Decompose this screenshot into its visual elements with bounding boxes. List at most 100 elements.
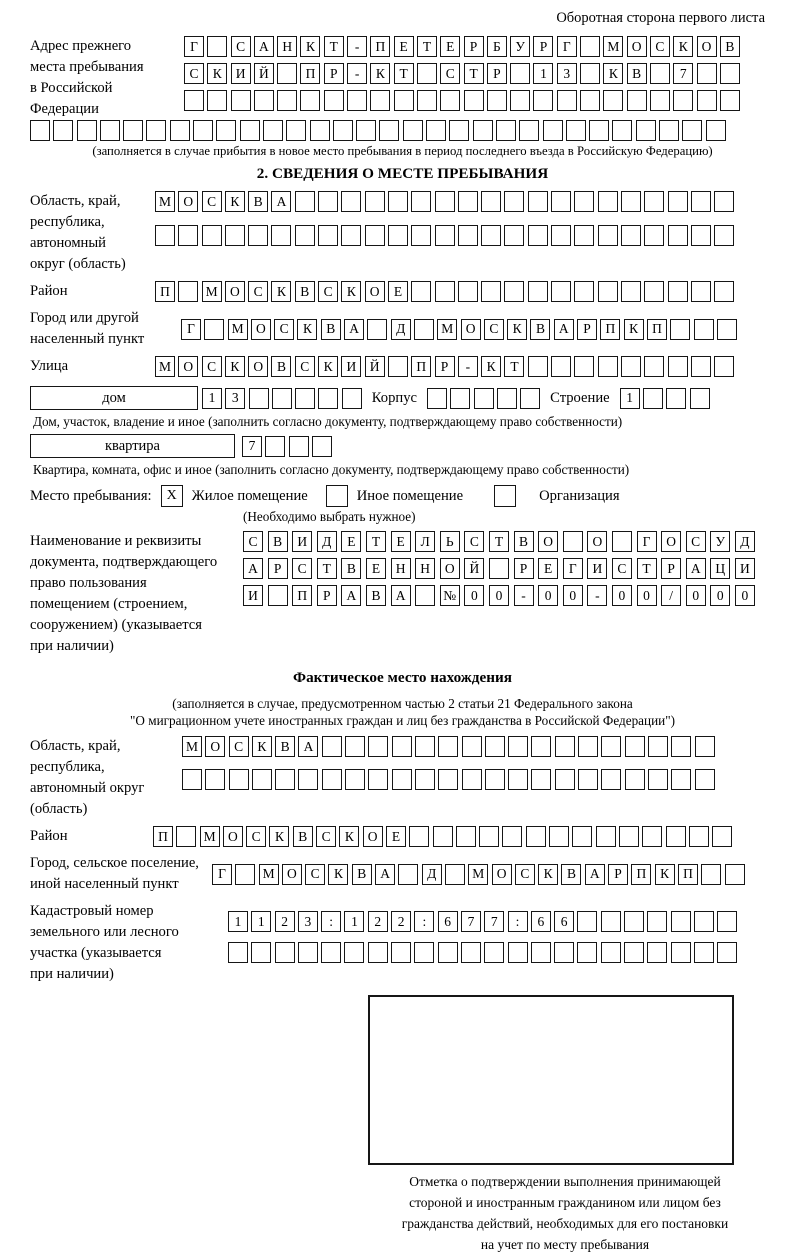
char-cell[interactable]: С bbox=[274, 318, 295, 340]
char-cell[interactable]: С bbox=[201, 191, 222, 212]
char-cell[interactable] bbox=[714, 356, 735, 377]
char-cell[interactable]: Р bbox=[323, 63, 344, 84]
char-cell[interactable]: В bbox=[626, 63, 647, 84]
char-cell[interactable]: Й bbox=[253, 63, 274, 84]
char-cell[interactable] bbox=[600, 911, 621, 932]
char-cell[interactable] bbox=[719, 63, 740, 84]
char-cell[interactable]: 7 bbox=[673, 63, 694, 84]
char-cell[interactable] bbox=[204, 318, 225, 340]
char-cell[interactable] bbox=[673, 90, 694, 111]
char-cell[interactable] bbox=[321, 769, 342, 790]
char-cell[interactable]: И bbox=[292, 531, 313, 552]
char-cell[interactable]: К bbox=[603, 63, 624, 84]
char-cell[interactable] bbox=[670, 911, 691, 932]
char-cell[interactable] bbox=[297, 942, 318, 963]
char-cell[interactable]: 3 bbox=[297, 911, 318, 932]
char-cell[interactable]: М bbox=[155, 191, 175, 212]
char-cell[interactable] bbox=[321, 942, 342, 963]
char-cell[interactable]: В bbox=[530, 318, 551, 340]
char-cell[interactable] bbox=[595, 826, 616, 847]
char-cell[interactable]: Б bbox=[486, 36, 507, 57]
char-cell[interactable]: П bbox=[370, 36, 391, 57]
char-cell[interactable]: 0 bbox=[488, 585, 509, 606]
char-cell[interactable] bbox=[580, 63, 601, 84]
char-cell[interactable] bbox=[527, 281, 548, 302]
char-cell[interactable]: 1 bbox=[202, 387, 222, 409]
char-cell[interactable] bbox=[665, 826, 686, 847]
char-cell[interactable] bbox=[481, 281, 502, 302]
char-cell[interactable]: П bbox=[600, 318, 621, 340]
char-cell[interactable]: К bbox=[271, 281, 292, 302]
char-cell[interactable]: О bbox=[178, 356, 199, 377]
char-cell[interactable] bbox=[463, 90, 484, 111]
char-cell[interactable] bbox=[318, 225, 339, 246]
char-cell[interactable] bbox=[666, 387, 687, 409]
char-cell[interactable] bbox=[368, 736, 389, 757]
char-cell[interactable] bbox=[265, 435, 286, 457]
char-cell[interactable]: 0 bbox=[464, 585, 485, 606]
char-cell[interactable] bbox=[562, 531, 583, 552]
char-cell[interactable] bbox=[123, 120, 144, 141]
char-cell[interactable]: Е bbox=[341, 531, 362, 552]
char-cell[interactable] bbox=[251, 769, 272, 790]
char-cell[interactable]: Т bbox=[316, 558, 337, 579]
char-cell[interactable]: С bbox=[230, 36, 251, 57]
char-cell[interactable]: С bbox=[201, 356, 222, 377]
house-box[interactable]: дом bbox=[30, 386, 198, 410]
char-cell[interactable]: Г bbox=[212, 863, 232, 885]
char-cell[interactable] bbox=[580, 36, 601, 57]
char-cell[interactable]: 2 bbox=[391, 911, 412, 932]
char-cell[interactable] bbox=[391, 769, 412, 790]
char-cell[interactable] bbox=[644, 281, 665, 302]
char-cell[interactable]: Е bbox=[390, 531, 411, 552]
char-cell[interactable] bbox=[344, 942, 365, 963]
char-cell[interactable]: В bbox=[292, 826, 313, 847]
char-cell[interactable] bbox=[531, 769, 552, 790]
char-cell[interactable]: У bbox=[510, 36, 531, 57]
char-cell[interactable] bbox=[714, 281, 735, 302]
checkbox-zhiloe[interactable]: X bbox=[160, 485, 183, 507]
char-cell[interactable] bbox=[248, 225, 269, 246]
char-cell[interactable] bbox=[626, 90, 647, 111]
char-cell[interactable] bbox=[488, 558, 509, 579]
char-cell[interactable] bbox=[667, 225, 688, 246]
char-cell[interactable] bbox=[589, 120, 610, 141]
char-cell[interactable]: М bbox=[199, 826, 220, 847]
char-cell[interactable]: К bbox=[269, 826, 290, 847]
char-cell[interactable]: С bbox=[248, 281, 269, 302]
char-cell[interactable] bbox=[30, 120, 50, 141]
char-cell[interactable]: П bbox=[292, 585, 313, 606]
char-cell[interactable] bbox=[647, 942, 668, 963]
char-cell[interactable] bbox=[457, 191, 478, 212]
char-cell[interactable] bbox=[345, 736, 366, 757]
char-cell[interactable] bbox=[647, 911, 668, 932]
char-cell[interactable]: О bbox=[222, 826, 243, 847]
checkbox-organizaciya[interactable] bbox=[494, 485, 517, 507]
char-cell[interactable] bbox=[620, 281, 641, 302]
char-cell[interactable]: Г bbox=[556, 36, 577, 57]
char-cell[interactable] bbox=[178, 281, 199, 302]
char-cell[interactable]: Д bbox=[316, 531, 337, 552]
char-cell[interactable] bbox=[693, 942, 714, 963]
char-cell[interactable]: - bbox=[513, 585, 534, 606]
char-cell[interactable] bbox=[271, 387, 292, 409]
char-cell[interactable]: Г bbox=[184, 36, 204, 57]
char-cell[interactable] bbox=[457, 225, 478, 246]
char-cell[interactable]: В bbox=[248, 191, 269, 212]
char-cell[interactable] bbox=[193, 120, 214, 141]
char-cell[interactable]: Е bbox=[387, 281, 408, 302]
char-cell[interactable]: В bbox=[351, 863, 372, 885]
char-cell[interactable] bbox=[387, 356, 408, 377]
char-cell[interactable]: 0 bbox=[562, 585, 583, 606]
char-cell[interactable]: С bbox=[611, 558, 632, 579]
char-cell[interactable] bbox=[531, 736, 552, 757]
char-cell[interactable]: 7 bbox=[460, 911, 481, 932]
char-cell[interactable] bbox=[288, 435, 309, 457]
char-cell[interactable] bbox=[416, 90, 437, 111]
char-cell[interactable] bbox=[642, 826, 663, 847]
char-cell[interactable]: А bbox=[341, 585, 362, 606]
char-cell[interactable]: - bbox=[457, 356, 478, 377]
char-cell[interactable]: Й bbox=[364, 356, 385, 377]
char-cell[interactable] bbox=[444, 863, 465, 885]
char-cell[interactable] bbox=[207, 36, 228, 57]
